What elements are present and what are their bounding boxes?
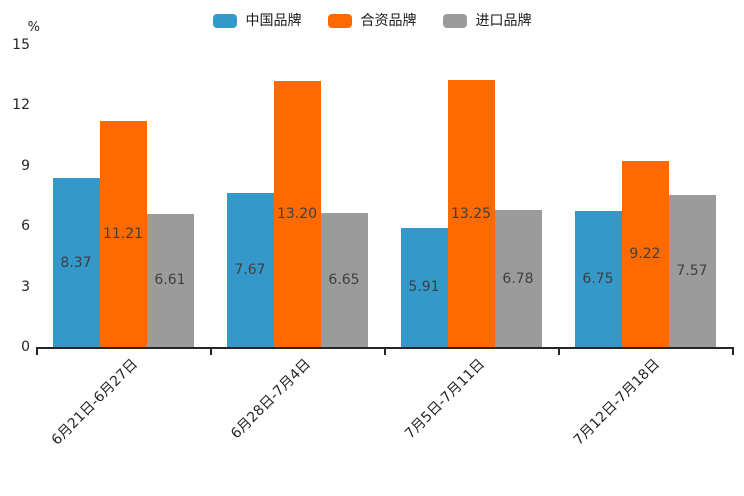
y-tick-label: 9	[21, 157, 30, 174]
bar-series2-group3: 7.57	[668, 194, 716, 347]
bar-series0-group0: 8.37	[52, 178, 100, 347]
bar-value-label: 9.22	[629, 246, 661, 263]
bar-value-label: 6.78	[502, 270, 534, 287]
x-tick-label: 7月5日-7月11日	[402, 356, 489, 443]
bar-value-label: 6.75	[582, 271, 614, 288]
bar-value-label: 13.20	[276, 206, 318, 223]
x-tick-label: 7月12日-7月18日	[570, 356, 663, 449]
y-tick-label: 3	[21, 278, 30, 295]
y-tick-label: 6	[21, 218, 30, 235]
bar-series2-group1: 6.65	[320, 213, 368, 347]
bar-value-label: 6.65	[328, 272, 360, 289]
x-axis-tick	[732, 349, 734, 355]
x-axis-tick	[558, 349, 560, 355]
y-tick-label: 0	[21, 339, 30, 355]
bar-series0-group3: 6.75	[574, 211, 622, 347]
bar-series1-group0: 11.21	[99, 121, 147, 347]
x-axis-tick	[210, 349, 212, 355]
legend-swatch-icon	[212, 14, 237, 28]
bar-series0-group1: 7.67	[226, 192, 274, 347]
y-axis-unit-label: %	[27, 20, 40, 35]
y-tick-label: 12	[12, 97, 30, 114]
bar-value-label: 6.61	[154, 272, 186, 289]
x-tick-label: 6月21日-6月27日	[48, 356, 141, 449]
bar-value-label: 11.21	[102, 226, 144, 243]
bar-series0-group2: 5.91	[400, 228, 448, 347]
legend-item-2: 进口品牌	[442, 13, 532, 29]
x-axis-tick	[384, 349, 386, 355]
bar-value-label: 7.67	[234, 261, 266, 278]
x-axis-tick	[36, 349, 38, 355]
bar-value-label: 8.37	[60, 254, 92, 271]
bar-value-label: 7.57	[676, 262, 708, 279]
legend-label: 中国品牌	[245, 13, 302, 29]
y-tick-label: 15	[12, 37, 30, 53]
bar-value-label: 5.91	[408, 279, 440, 296]
bar-value-label: 13.25	[450, 205, 492, 222]
bar-series2-group2: 6.78	[494, 210, 542, 347]
legend-item-0: 中国品牌	[212, 13, 302, 29]
legend-label: 合资品牌	[360, 13, 417, 29]
legend-label: 进口品牌	[475, 13, 532, 29]
legend-swatch-icon	[327, 14, 352, 28]
legend-item-1: 合资品牌	[327, 13, 417, 29]
bar-series1-group1: 13.20	[273, 81, 321, 347]
x-axis-line	[36, 347, 734, 349]
bar-series1-group2: 13.25	[447, 80, 495, 347]
x-tick-label: 6月28日-7月4日	[228, 356, 315, 443]
bar-series1-group3: 9.22	[621, 161, 669, 347]
bar-series2-group0: 6.61	[146, 213, 194, 347]
chart-legend: 中国品牌 合资品牌 进口品牌	[0, 10, 744, 32]
legend-swatch-icon	[442, 14, 467, 28]
